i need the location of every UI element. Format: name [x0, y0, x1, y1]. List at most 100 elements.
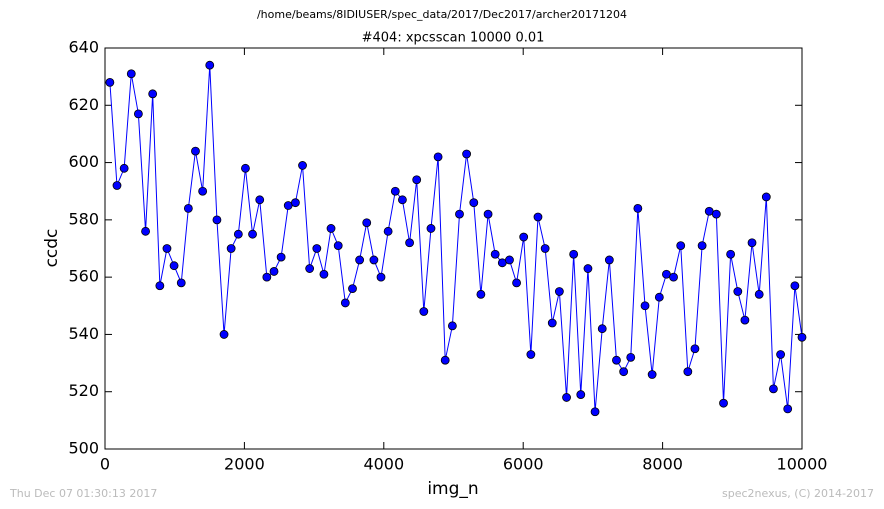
y-tick-label: 540: [68, 324, 99, 343]
plot-frame: [104, 47, 803, 450]
x-tick-label: 6000: [503, 455, 544, 474]
data-point: [761, 192, 771, 202]
data-point: [576, 390, 586, 399]
data-point: [776, 350, 786, 359]
data-point: [362, 218, 372, 228]
y-tick-label: 560: [68, 267, 99, 286]
data-point: [547, 318, 557, 328]
data-point: [433, 152, 443, 162]
y-axis-label: ccdc: [42, 229, 62, 268]
data-point: [669, 272, 678, 282]
data-point: [169, 261, 179, 271]
data-point: [319, 269, 329, 279]
data-point: [526, 350, 536, 359]
data-point: [733, 287, 743, 296]
data-point: [355, 255, 365, 265]
data-point: [376, 272, 386, 282]
data-point: [612, 355, 621, 365]
data-point: [654, 292, 664, 302]
data-point: [248, 229, 257, 239]
data-point: [597, 324, 607, 334]
data-point: [383, 226, 393, 236]
data-point: [747, 238, 757, 248]
data-point: [255, 195, 265, 205]
series-line: [109, 65, 803, 412]
data-point: [269, 267, 279, 276]
y-tick-label: 640: [68, 38, 99, 57]
data-point: [790, 281, 800, 291]
data-point: [626, 352, 636, 362]
data-point: [419, 307, 429, 316]
data-point: [583, 264, 593, 273]
data-point: [426, 224, 436, 233]
y-tick-label: 520: [68, 381, 99, 400]
data-point: [447, 321, 457, 331]
data-point: [326, 224, 336, 233]
data-point: [262, 272, 272, 282]
footer-right: spec2nexus, (C) 2014-2017: [722, 487, 874, 500]
x-tick-label: 4000: [363, 455, 404, 474]
data-point: [305, 264, 315, 273]
data-point: [369, 255, 379, 265]
data-point: [533, 212, 543, 222]
data-point: [241, 163, 250, 173]
data-point: [233, 229, 243, 239]
data-point: [348, 284, 357, 294]
data-point: [590, 407, 600, 417]
data-point: [483, 209, 493, 219]
data-point: [340, 298, 350, 308]
data-point: [462, 149, 472, 159]
data-point: [562, 393, 571, 402]
data-point: [112, 181, 122, 190]
data-point: [633, 203, 643, 213]
data-point: [205, 60, 215, 70]
data-point: [683, 367, 693, 377]
data-point: [298, 161, 307, 170]
data-point: [119, 163, 129, 173]
data-point: [569, 249, 579, 259]
data-point: [455, 209, 464, 219]
data-point: [769, 384, 778, 394]
data-point: [490, 249, 500, 259]
data-point: [312, 244, 322, 253]
y-tick-label: 620: [68, 95, 99, 114]
data-point: [398, 195, 407, 205]
data-point: [719, 398, 728, 408]
data-point: [619, 367, 629, 377]
data-point: [783, 404, 793, 414]
y-tick-label: 600: [68, 152, 99, 171]
data-point: [505, 255, 514, 265]
data-point: [105, 77, 115, 87]
data-point: [519, 232, 529, 242]
x-tick-label: 2000: [224, 455, 265, 474]
data-point: [191, 146, 200, 156]
x-tick-label: 10000: [777, 455, 828, 474]
data-point: [797, 332, 807, 342]
data-point: [390, 186, 400, 196]
data-point: [690, 344, 700, 354]
data-point: [183, 203, 193, 213]
data-point: [176, 278, 186, 288]
data-point: [754, 289, 764, 299]
y-tick-label: 500: [68, 439, 99, 458]
data-point: [726, 249, 736, 259]
data-point: [476, 289, 486, 299]
x-axis-label: img_n: [427, 479, 478, 499]
data-point: [141, 226, 150, 236]
data-point: [198, 186, 208, 196]
data-point: [640, 301, 650, 311]
data-point: [291, 198, 300, 208]
data-point: [126, 69, 136, 79]
data-point: [162, 244, 172, 253]
data-point: [554, 287, 564, 296]
data-point: [740, 315, 750, 325]
data-point: [333, 241, 343, 251]
data-point: [133, 109, 143, 119]
data-point: [697, 241, 707, 251]
data-point: [212, 215, 222, 225]
data-point: [155, 281, 165, 291]
x-tick-label: 8000: [642, 455, 683, 474]
data-point: [405, 238, 414, 248]
data-point: [412, 175, 422, 185]
